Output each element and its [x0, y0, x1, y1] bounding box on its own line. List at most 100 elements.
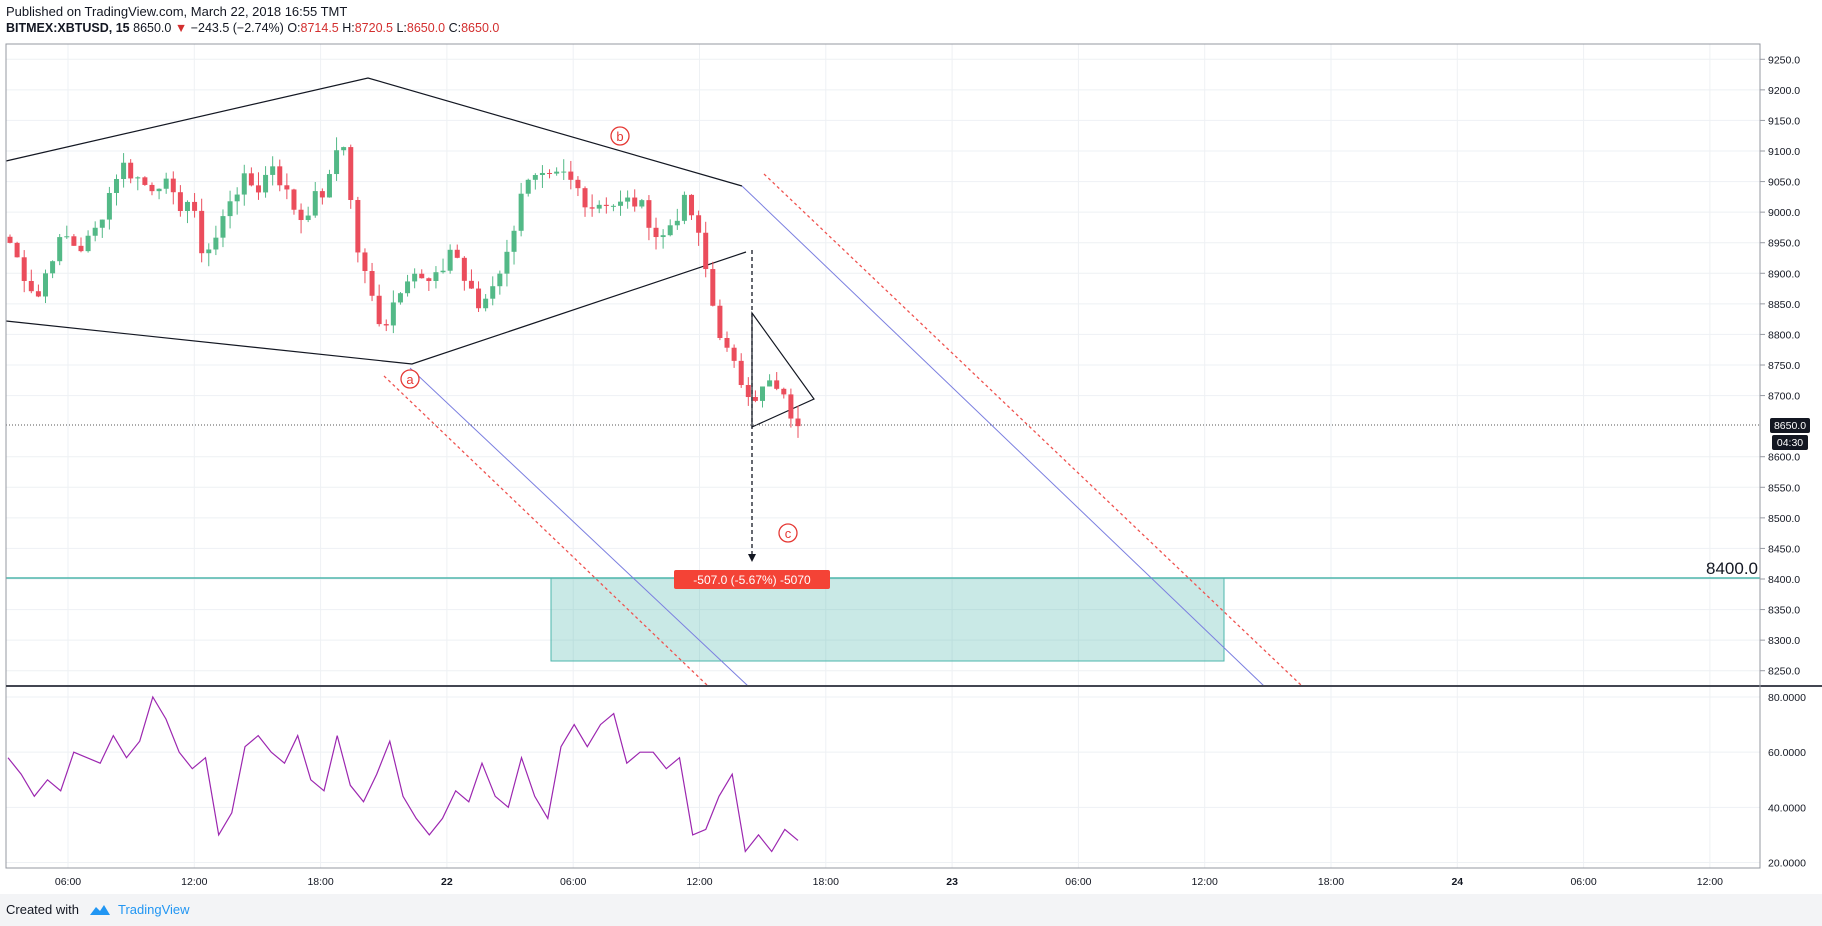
candle-body	[397, 293, 403, 303]
candle-body	[660, 235, 666, 238]
candle-body	[681, 194, 687, 221]
close-value: 8650.0	[461, 21, 500, 35]
candle-body	[50, 261, 56, 274]
candle-body	[795, 418, 801, 427]
time-axis[interactable]: 06:00 12:00 18:00 22 06:00 12:00 18:00 23 06:00 1…	[6, 867, 1760, 888]
candle-body	[539, 172, 545, 175]
candle-body	[674, 220, 680, 226]
candle-body	[788, 394, 794, 419]
candle-body	[390, 302, 396, 326]
rsi-pane-border	[5, 685, 1761, 869]
candle-body	[121, 162, 127, 179]
candle-body	[142, 177, 148, 185]
candle-body	[476, 288, 482, 309]
candle-body	[461, 257, 467, 281]
candle-body	[206, 249, 212, 254]
candle-body	[355, 200, 361, 253]
wave-a-label: a	[406, 372, 414, 387]
candle-body	[440, 270, 446, 273]
candle-body	[703, 232, 709, 270]
candle-body	[135, 177, 141, 179]
grid-lines	[6, 44, 1760, 868]
candle-body	[625, 197, 631, 202]
published-line: Published on TradingView.com, March 22, …	[6, 4, 348, 19]
wave-a-marker	[400, 369, 420, 389]
candle-body	[312, 191, 318, 216]
price-tick-label: 8800.0	[1768, 329, 1800, 341]
candle-body	[468, 280, 474, 289]
candle-body	[270, 166, 276, 175]
price-tick-label: 9000.0	[1768, 207, 1800, 219]
candle-body	[525, 179, 531, 194]
candle-body	[610, 205, 616, 207]
price-axis[interactable]: 9250.0 9200.0 9150.0 9100.0 9050.0 9000.0 8950…	[1760, 54, 1800, 678]
candle-body	[504, 251, 510, 274]
candle-body	[234, 194, 240, 202]
candle-body	[369, 271, 375, 296]
candle-body	[426, 278, 432, 282]
candle-body	[738, 360, 744, 386]
candle-body	[248, 173, 254, 186]
candle-body	[57, 237, 63, 262]
candle-body	[483, 298, 489, 309]
target-zone	[550, 577, 1225, 662]
channel-upper-red-line	[763, 173, 1303, 687]
candle-body	[405, 281, 411, 294]
price-tick-label: 8400.0	[1768, 574, 1800, 586]
candle-body	[326, 174, 332, 198]
price-tick-label: 8900.0	[1768, 268, 1800, 280]
candle-body	[85, 235, 91, 252]
candle-body	[639, 200, 645, 207]
close-label: C:	[448, 21, 462, 35]
price-tick-label: 8350.0	[1768, 605, 1800, 617]
wave-c-marker	[778, 523, 798, 543]
candle-body	[532, 174, 538, 180]
price-tick-label: 9050.0	[1768, 177, 1800, 189]
time-tick-label: 12:00	[686, 876, 712, 888]
countdown-label: 04:30	[1777, 437, 1803, 449]
tradingview-brand-link[interactable]: TradingView	[118, 902, 190, 917]
price-chart[interactable]: 8400.0 -507.0 (-5.67%) -5070 a b c 9250.…	[0, 0, 1822, 894]
tradingview-logo-icon[interactable]	[88, 903, 112, 917]
candle-body	[745, 385, 751, 398]
rsi-axis[interactable]: 80.0000 60.0000 40.0000 20.0000	[1768, 692, 1806, 869]
created-with-label: Created with	[6, 902, 79, 917]
candle-body	[213, 237, 219, 250]
candle-body	[7, 236, 13, 243]
low-value: 8650.0	[406, 21, 446, 35]
time-tick-label: 12:00	[1192, 876, 1218, 888]
candle-body	[305, 215, 311, 221]
time-tick-label: 12:00	[1697, 876, 1723, 888]
candle-body	[106, 193, 112, 220]
candle-body	[291, 189, 297, 210]
candle-body	[99, 219, 105, 228]
wave-c-label: c	[785, 526, 792, 541]
time-tick-label: 12:00	[181, 876, 207, 888]
candle-body	[589, 207, 595, 209]
candle-body	[199, 210, 205, 254]
high-value: 8720.5	[354, 21, 393, 35]
candle-body	[376, 295, 382, 325]
time-tick-label: 06:00	[1065, 876, 1091, 888]
time-tick-label: 06:00	[1570, 876, 1596, 888]
candle-body	[149, 184, 155, 192]
price-tick-label: 8850.0	[1768, 299, 1800, 311]
candle-body	[156, 188, 162, 192]
diamond-upper-trendline	[5, 77, 743, 187]
time-tick-label: 18:00	[813, 876, 839, 888]
candle-body	[341, 147, 347, 151]
candle-body	[184, 201, 190, 212]
countdown-tag	[1772, 435, 1808, 450]
candle-body	[64, 236, 70, 238]
price-tick-label: 8300.0	[1768, 635, 1800, 647]
rsi-tick-label: 40.0000	[1768, 802, 1806, 814]
candle-body	[618, 201, 624, 206]
candle-body	[632, 197, 638, 207]
candle-body	[255, 185, 261, 193]
candle-body	[518, 193, 524, 231]
price-tick-label: 9100.0	[1768, 146, 1800, 158]
candle-body	[497, 273, 503, 287]
candle-body	[362, 252, 368, 272]
measure-badge	[674, 570, 830, 589]
time-tick-label: 18:00	[307, 876, 333, 888]
